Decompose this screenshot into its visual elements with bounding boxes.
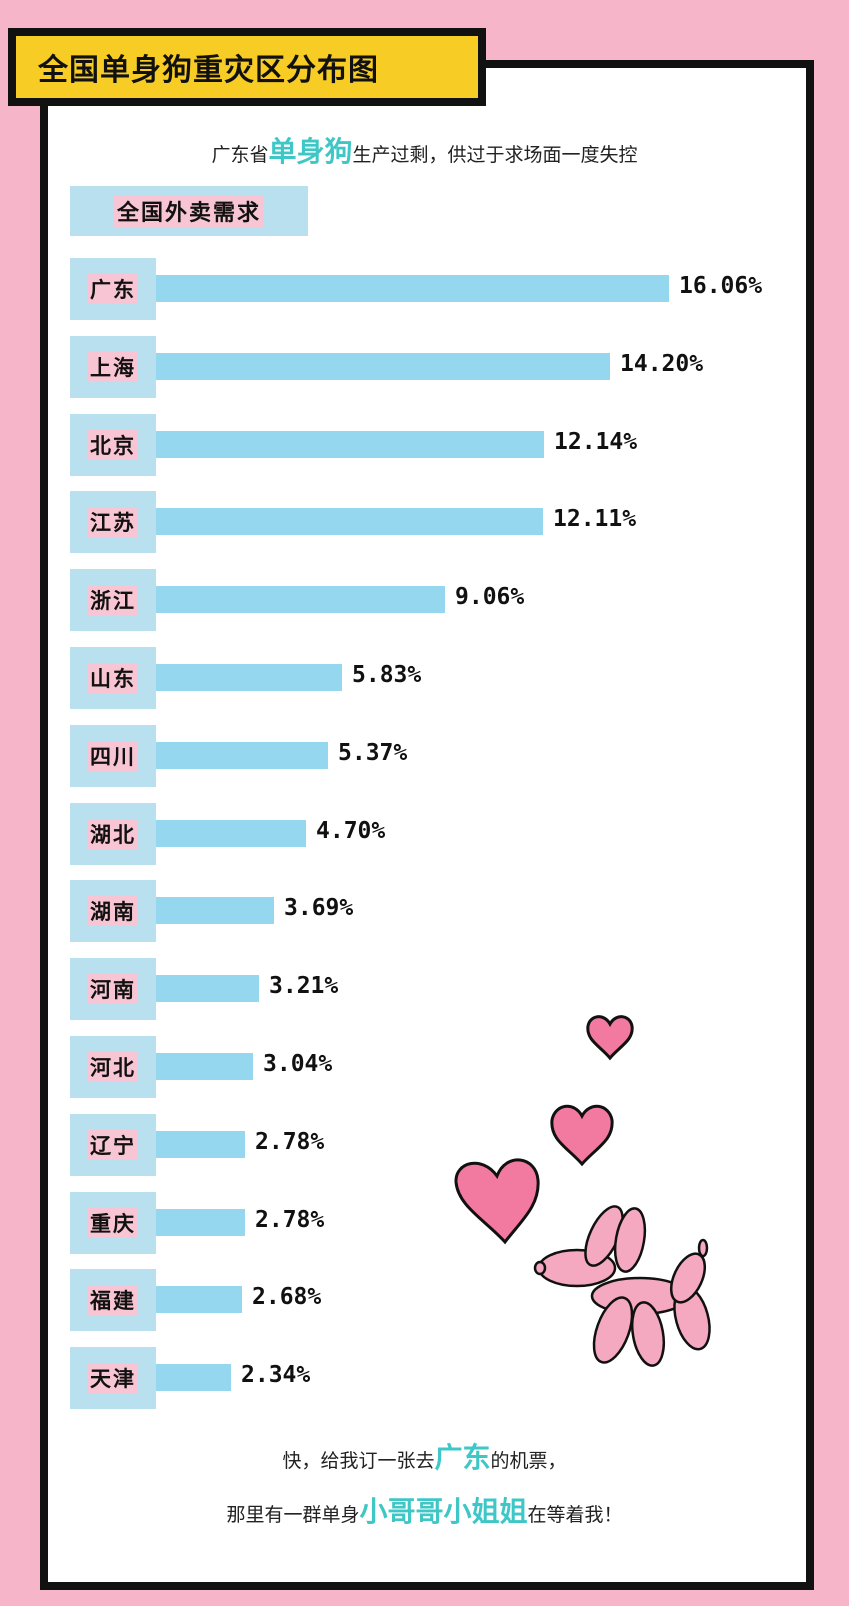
bar (156, 586, 445, 614)
subtitle-before: 广东省 (211, 144, 269, 166)
footer-2-after: 在等着我！ (527, 1504, 623, 1526)
footer-1-after: 的机票， (490, 1450, 567, 1472)
subtitle: 广东省单身狗生产过剩，供过于求场面一度失控 (0, 130, 849, 170)
value-label: 14.20% (620, 350, 704, 377)
value-label: 3.69% (284, 895, 354, 922)
category-label: 福建 (70, 1269, 156, 1332)
page-title: 全国单身狗重灾区分布图 (38, 53, 379, 88)
balloon-dog-icon (533, 1205, 711, 1367)
value-label: 16.06% (679, 273, 763, 299)
bar (156, 430, 544, 458)
category-label: 湖北 (70, 802, 156, 865)
category-label-text: 湖北 (88, 818, 138, 849)
category-label: 河北 (70, 1036, 156, 1098)
bar (156, 1364, 231, 1392)
heart-icon (586, 1015, 634, 1061)
category-label-text: 天津 (88, 1363, 138, 1394)
footer-2-before: 那里有一群单身 (226, 1504, 360, 1526)
subtitle-highlight: 单身狗 (268, 135, 353, 168)
heart-icon (454, 1158, 540, 1245)
value-label: 2.34% (241, 1362, 311, 1389)
category-label: 河南 (70, 958, 156, 1021)
value-label: 2.78% (255, 1128, 325, 1155)
category-label: 天津 (70, 1347, 156, 1410)
category-label-text: 湖南 (88, 896, 138, 927)
title-banner: 全国单身狗重灾区分布图 (8, 28, 486, 106)
footer-line-1: 快，给我订一张去广东的机票， (0, 1436, 849, 1476)
category-label: 山东 (70, 647, 156, 709)
category-label: 辽宁 (70, 1113, 156, 1176)
category-label-text: 浙江 (88, 585, 138, 616)
subtitle-after: 生产过剩，供过于求场面一度失控 (352, 144, 638, 166)
category-label-text: 福建 (88, 1285, 138, 1316)
category-label-text: 山东 (88, 663, 138, 693)
category-label-text: 北京 (88, 429, 138, 460)
bar (156, 664, 342, 691)
value-label: 2.78% (255, 1206, 325, 1233)
value-label: 2.68% (252, 1284, 322, 1311)
category-label: 北京 (70, 413, 156, 476)
footer-1-highlight: 广东 (434, 1441, 491, 1474)
heart-icon (550, 1104, 614, 1167)
bar (156, 819, 306, 847)
bar (156, 275, 669, 302)
bar (156, 975, 259, 1003)
category-label-text: 江苏 (88, 507, 138, 538)
footer-2-highlight: 小哥哥小姐姐 (359, 1495, 528, 1528)
value-label: 3.04% (263, 1051, 333, 1077)
category-label-text: 四川 (88, 740, 138, 771)
category-label: 江苏 (70, 491, 156, 554)
value-label: 5.83% (352, 662, 422, 688)
bar (156, 1208, 245, 1236)
category-label-text: 上海 (88, 351, 138, 382)
footer-1-before: 快，给我订一张去 (282, 1450, 435, 1472)
value-label: 12.14% (554, 428, 638, 455)
category-label: 重庆 (70, 1191, 156, 1254)
bar (156, 1130, 245, 1158)
category-label-text: 河北 (88, 1052, 138, 1082)
category-label-text: 重庆 (88, 1207, 138, 1238)
value-label: 5.37% (338, 739, 408, 766)
category-label-text: 辽宁 (88, 1129, 138, 1160)
category-label: 湖南 (70, 880, 156, 943)
value-label: 9.06% (455, 584, 525, 611)
category-label-text: 广东 (88, 274, 138, 304)
value-label: 12.11% (553, 506, 637, 533)
section-label: 全国外卖需求 (70, 186, 308, 236)
section-label-text: 全国外卖需求 (113, 195, 264, 227)
category-label: 广东 (70, 258, 156, 320)
bar (156, 1286, 242, 1314)
bar (156, 897, 274, 925)
value-label: 4.70% (316, 817, 386, 844)
category-label: 浙江 (70, 569, 156, 632)
bar (156, 741, 328, 769)
bar (156, 1053, 253, 1080)
footer-line-2: 那里有一群单身小哥哥小姐姐在等着我！ (0, 1490, 849, 1530)
bar (156, 508, 543, 536)
category-label: 四川 (70, 724, 156, 787)
value-label: 3.21% (269, 973, 339, 1000)
category-label-text: 河南 (88, 974, 138, 1005)
bar (156, 352, 610, 380)
category-label: 上海 (70, 335, 156, 398)
